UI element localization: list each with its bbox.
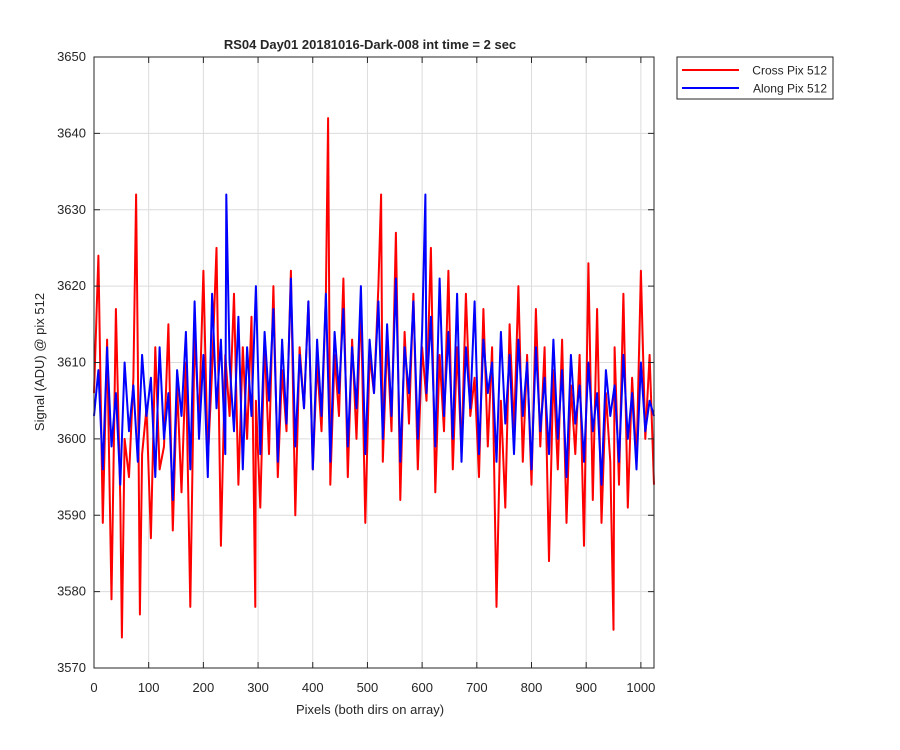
y-tick-label: 3630: [57, 202, 86, 217]
x-axis-label: Pixels (both dirs on array): [296, 702, 444, 717]
y-tick-label: 3640: [57, 125, 86, 140]
x-tick-label: 300: [247, 680, 269, 695]
x-tick-label: 100: [138, 680, 160, 695]
legend: Cross Pix 512 Along Pix 512: [676, 56, 834, 100]
x-tick-label: 600: [411, 680, 433, 695]
x-tick-label: 800: [521, 680, 543, 695]
y-tick-label: 3580: [57, 584, 86, 599]
legend-entry-label: Cross Pix 512: [752, 64, 827, 78]
legend-box: [676, 56, 834, 100]
chart-title: RS04 Day01 20181016-Dark-008 int time = …: [224, 37, 516, 52]
x-tick-label: 900: [575, 680, 597, 695]
y-tick-label: 3600: [57, 431, 86, 446]
y-tick-label: 3610: [57, 355, 86, 370]
x-tick-label: 700: [466, 680, 488, 695]
x-tick-label: 1000: [626, 680, 655, 695]
x-tick-label: 0: [90, 680, 97, 695]
y-tick-label: 3570: [57, 660, 86, 675]
x-tick-label: 400: [302, 680, 324, 695]
y-tick-label: 3590: [57, 507, 86, 522]
y-tick-label: 3620: [57, 278, 86, 293]
x-tick-label: 200: [193, 680, 215, 695]
x-tick-label: 500: [357, 680, 379, 695]
y-axis-label: Signal (ADU) @ pix 512: [32, 293, 47, 431]
legend-entry-label: Along Pix 512: [753, 82, 827, 96]
series-line-along: [93, 193, 655, 501]
series-layer: [93, 117, 655, 639]
axis-ticks: 0 100 200 300 400 500 600 700 800 900 1000 3570 3580…: [57, 49, 655, 695]
y-tick-label: 3650: [57, 49, 86, 64]
